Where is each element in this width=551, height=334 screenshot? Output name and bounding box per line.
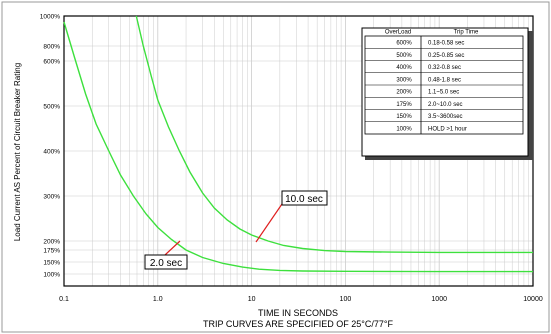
overload-table: OverLoad Trip Time 600% 0.18-0.58 sec 500% 0.… <box>361 27 533 160</box>
y-tick-label: 800% <box>43 44 60 51</box>
x-tick-label: 0.1 <box>59 296 69 303</box>
callout-10-sec-label: 10.0 sec <box>285 194 323 205</box>
table-cell-overload: 400% <box>396 65 412 71</box>
table-cell-trip-time: 0.25-0.85 sec <box>428 53 464 59</box>
table-cell-trip-time: 3.5~3600sec <box>428 114 463 120</box>
x-axis-label: TIME IN SECONDS <box>258 308 338 318</box>
table-cell-trip-time: 1.1~5.0 sec <box>428 90 459 96</box>
trip-curve-lower <box>63 21 533 273</box>
table-cell-overload: 600% <box>396 41 412 47</box>
y-tick-label: 600% <box>43 59 60 66</box>
y-axis-label: Load Current AS Percent of Circuit Break… <box>13 63 22 241</box>
x-tick-label: 10 <box>248 296 256 303</box>
x-tick-label: 1.0 <box>153 296 163 303</box>
table-cell-trip-time: HOLD >1 hour <box>428 126 467 132</box>
y-tick-label: 400% <box>43 149 60 156</box>
trip-curves <box>63 15 533 273</box>
table-cell-trip-time: 0.18-0.58 sec <box>428 41 464 47</box>
y-tick-label: 500% <box>43 104 60 111</box>
y-tick-label: 200% <box>43 239 60 246</box>
x-tick-label: 1000 <box>431 296 447 303</box>
callout-10-sec-leader <box>255 203 283 243</box>
y-tick-label: 100% <box>43 272 60 279</box>
x-tick-label: 10000 <box>523 296 543 303</box>
y-tick-label: 150% <box>43 260 60 267</box>
callout-2-sec-box <box>144 254 188 270</box>
callout-2-sec: 2.0 sec <box>144 240 188 270</box>
chart-subtitle: TRIP CURVES ARE SPECIFIED OF 25°C/77°F <box>203 319 393 329</box>
axis-tick-labels: 0.1 1.0 10 100 1000 10000 1000% 800% 600% 500% 400… <box>40 14 543 304</box>
table-cell-trip-time: 2.0~10.0 sec <box>428 102 463 108</box>
table-cell-overload: 500% <box>396 53 412 59</box>
trip-curve-upper <box>135 15 533 254</box>
callout-2-sec-label: 2.0 sec <box>150 258 182 269</box>
table-cell-overload: 150% <box>396 114 412 120</box>
callout-10-sec-box <box>281 190 328 206</box>
table-cell-overload: 100% <box>396 126 412 132</box>
table-cell-trip-time: 0.32-0.8 sec <box>428 65 461 71</box>
table-cell-trip-time: 0.48-1.8 sec <box>428 77 461 83</box>
table-header-overload: OverLoad <box>385 30 411 36</box>
table-cell-overload: 200% <box>396 90 412 96</box>
overload-table-rows: OverLoad Trip Time 600% 0.18-0.58 sec 500% 0.… <box>365 30 523 132</box>
overload-table-body <box>361 27 529 157</box>
y-tick-label: 175% <box>43 248 60 255</box>
table-cell-overload: 300% <box>396 77 412 83</box>
table-header-trip-time: Trip Time <box>454 30 479 36</box>
y-tick-label: 300% <box>43 194 60 201</box>
callout-10-sec: 10.0 sec <box>255 190 328 243</box>
callout-2-sec-leader <box>164 240 181 256</box>
x-tick-label: 100 <box>340 296 352 303</box>
y-tick-label: 1000% <box>40 14 60 21</box>
table-cell-overload: 175% <box>396 102 412 108</box>
